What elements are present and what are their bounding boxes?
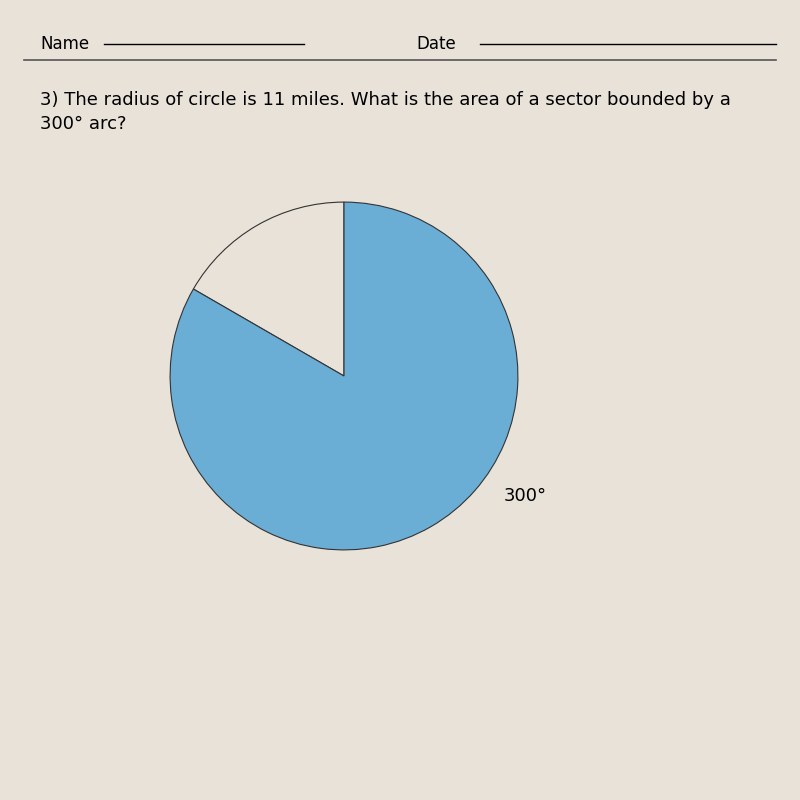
Wedge shape xyxy=(170,202,518,550)
Text: r= 11 mi: r= 11 mi xyxy=(224,291,303,309)
Text: Date: Date xyxy=(416,35,456,53)
Text: Name: Name xyxy=(40,35,89,53)
Text: 3) The radius of circle is 11 miles. What is the area of a sector bounded by a: 3) The radius of circle is 11 miles. Wha… xyxy=(40,91,731,109)
Text: 300° arc?: 300° arc? xyxy=(40,115,126,133)
Text: 300°: 300° xyxy=(504,487,547,505)
Wedge shape xyxy=(194,202,344,376)
